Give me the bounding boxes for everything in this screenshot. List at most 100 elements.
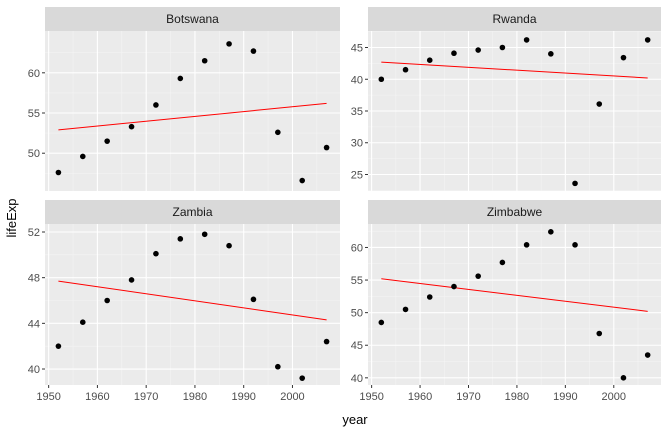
y-tick-label: 45 (351, 340, 363, 352)
x-tick-label: 1960 (408, 391, 432, 403)
data-point (572, 242, 578, 248)
data-point (451, 50, 457, 57)
y-tick-label: 60 (28, 68, 40, 80)
data-point (201, 57, 208, 64)
data-point (177, 236, 184, 242)
data-point (426, 294, 433, 300)
x-tick-label: 1990 (553, 391, 577, 403)
facet-strip-label: Zambia (172, 205, 212, 219)
facet-panels: Botswana 50 55 60 Rwanda 25 30 35 40 45 Zambia 40 44… (28, 7, 661, 385)
y-tick-label: 40 (351, 74, 363, 86)
data-point (323, 144, 330, 151)
y-tick-label: 55 (28, 108, 40, 120)
data-point (596, 101, 603, 107)
panel-background (45, 31, 340, 191)
data-point (55, 169, 62, 176)
data-point (104, 138, 110, 144)
x-tick-label: 1950 (359, 391, 383, 403)
data-point (55, 343, 62, 349)
x-tick-label: 2000 (602, 391, 626, 403)
data-point (548, 51, 554, 57)
y-tick-label: 60 (351, 242, 363, 254)
data-point (596, 330, 603, 337)
trend-line (381, 61, 648, 79)
facet-strip-label: Zimbabwe (487, 205, 543, 219)
data-point (153, 102, 159, 108)
facet-panel: Rwanda 25 30 35 40 45 (351, 7, 661, 191)
x-axis-title: year (342, 412, 368, 427)
data-point (548, 229, 554, 235)
data-point (620, 54, 627, 61)
x-tick-label: 1970 (456, 391, 480, 403)
x-tick-label: 2000 (280, 391, 304, 403)
facet-strip (368, 200, 661, 224)
x-tick-label: 1970 (134, 391, 158, 403)
y-tick-label: 50 (351, 308, 363, 320)
y-tick-label: 50 (28, 148, 40, 160)
y-tick-label: 45 (351, 43, 363, 55)
facet-strip-label: Rwanda (492, 12, 536, 26)
data-point (378, 76, 385, 83)
x-tick-label: 1980 (183, 391, 207, 403)
panel-background (368, 224, 661, 385)
y-tick-label: 30 (351, 138, 363, 150)
data-point (226, 242, 232, 249)
facet-panel: Zimbabwe 40 45 50 55 60 (351, 200, 661, 385)
data-point (250, 296, 257, 303)
data-point (499, 44, 506, 51)
facet-strip (368, 7, 661, 31)
facet-panel: Botswana 50 55 60 (28, 7, 340, 191)
data-point (299, 177, 306, 184)
data-point (523, 242, 530, 248)
x-tick-label: 1990 (231, 391, 255, 403)
data-point (644, 37, 651, 43)
data-point (79, 319, 86, 325)
y-tick-label: 25 (351, 169, 363, 181)
data-point (275, 129, 281, 136)
y-tick-label: 55 (351, 275, 363, 287)
y-tick-label: 48 (28, 273, 40, 285)
y-tick-label: 35 (351, 106, 363, 118)
trend-line (58, 280, 327, 321)
data-point (323, 338, 330, 345)
data-point (620, 375, 627, 381)
y-tick-label: 40 (351, 373, 363, 385)
data-point (402, 306, 409, 313)
x-tick-label: 1980 (505, 391, 529, 403)
data-point (153, 250, 159, 257)
data-point (523, 37, 530, 43)
data-point (104, 297, 110, 304)
data-point (402, 66, 409, 73)
data-point (299, 375, 306, 381)
x-tick-label: 1960 (85, 391, 109, 403)
y-tick-label: 40 (28, 364, 40, 376)
facet-strip (45, 200, 340, 224)
data-point (275, 363, 281, 370)
data-point (451, 283, 457, 290)
data-point (177, 75, 184, 82)
facet-strip-label: Botswana (166, 12, 219, 26)
data-point (201, 231, 208, 238)
data-point (572, 180, 578, 187)
data-point (426, 57, 433, 64)
x-axes: 1950 1960 1970 1980 1990 2000 1950 1960 1970 1980… (36, 385, 626, 403)
data-point (250, 48, 257, 54)
data-point (499, 259, 506, 266)
data-point (475, 47, 481, 53)
data-point (79, 153, 86, 160)
y-tick-label: 52 (28, 227, 40, 239)
data-point (128, 123, 135, 130)
data-point (128, 277, 135, 283)
y-tick-label: 44 (28, 318, 40, 330)
trend-line (58, 102, 327, 131)
x-tick-label: 1950 (36, 391, 60, 403)
data-point (226, 41, 232, 47)
facet-strip (45, 7, 340, 31)
y-axis-title: lifeExp (4, 198, 19, 237)
data-point (378, 319, 385, 326)
data-point (475, 273, 481, 279)
trend-line (381, 278, 648, 312)
facet-panel: Zambia 40 44 48 52 (28, 200, 340, 385)
data-point (644, 352, 651, 358)
